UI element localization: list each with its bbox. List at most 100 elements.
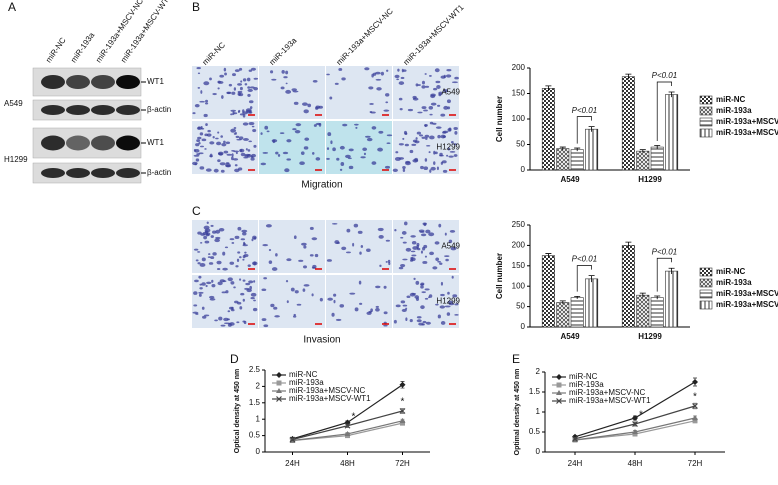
cell [359, 251, 362, 255]
cell [303, 265, 307, 269]
cell [198, 275, 202, 279]
cell [405, 160, 411, 164]
legend-label: miR-NC [716, 267, 746, 276]
cell [293, 101, 299, 105]
bar [585, 278, 599, 328]
cell [409, 149, 414, 154]
cell [275, 151, 279, 155]
cell [223, 150, 229, 154]
legend-swatch [699, 95, 713, 105]
cell [375, 71, 381, 75]
cell [346, 228, 351, 233]
cell [246, 77, 251, 82]
cell [412, 158, 419, 163]
cell [392, 168, 398, 172]
cell [421, 136, 426, 139]
cell [217, 281, 223, 286]
cell [248, 121, 255, 126]
cell [425, 85, 430, 88]
cell [229, 306, 234, 310]
cell [439, 262, 443, 265]
legend-label: miR-193a [569, 380, 604, 389]
cell [423, 166, 429, 171]
cell [224, 72, 227, 76]
panel-letter: D [230, 352, 239, 366]
cell [210, 256, 215, 260]
cell [199, 145, 204, 148]
cell [251, 238, 254, 242]
cell [198, 291, 204, 294]
cell [204, 228, 211, 233]
cell [251, 125, 255, 128]
cell [421, 80, 425, 85]
cell [249, 106, 253, 109]
cell [403, 130, 408, 135]
micrograph [326, 66, 392, 119]
cell [416, 131, 422, 135]
annotation: * [401, 397, 405, 408]
blot-band [91, 135, 115, 151]
cell [239, 86, 243, 91]
cell [292, 128, 297, 131]
legend-swatch [699, 128, 713, 138]
cell [242, 122, 249, 126]
cell [429, 121, 434, 125]
cell [421, 106, 427, 110]
cell [402, 137, 405, 140]
cell [248, 140, 252, 143]
micrograph [192, 121, 258, 174]
cell [330, 140, 333, 145]
cell [265, 224, 272, 228]
legend-label: miR-193a [289, 378, 324, 387]
cell [326, 73, 330, 76]
cell [240, 80, 243, 83]
cell [205, 123, 208, 127]
cell [225, 163, 231, 168]
error-bar [654, 145, 661, 149]
x-tick-label: A549 [560, 175, 580, 184]
cell [232, 111, 235, 116]
cell [420, 165, 424, 170]
cell [420, 282, 425, 285]
cell [292, 315, 297, 318]
y-tick-label: 200 [512, 241, 526, 250]
cell [210, 224, 214, 227]
cell [448, 239, 453, 244]
cell [247, 264, 251, 267]
cell [212, 135, 215, 139]
micrograph [259, 220, 325, 273]
cell [199, 100, 205, 103]
cell [376, 87, 382, 91]
cell [416, 319, 422, 323]
cell [205, 168, 212, 172]
cell [397, 68, 400, 72]
cell [294, 290, 299, 294]
cell [244, 83, 248, 86]
cell [415, 297, 420, 301]
cell [345, 251, 351, 254]
cell [263, 277, 268, 280]
cell [232, 73, 236, 77]
cell [438, 223, 442, 228]
cell [242, 244, 248, 247]
legend-label: miR-NC [289, 370, 318, 379]
cell [433, 161, 436, 166]
cell [441, 160, 447, 164]
cell [312, 79, 318, 83]
legend-label: miR-193a [716, 278, 752, 287]
cell [402, 69, 407, 72]
cell [443, 89, 449, 93]
cell [440, 113, 446, 117]
cell [245, 148, 248, 151]
cell [377, 227, 384, 232]
error-bar [625, 241, 632, 249]
cell [303, 245, 307, 249]
cell [360, 156, 366, 159]
cell [421, 291, 426, 294]
cell [429, 169, 432, 173]
cell [240, 292, 245, 296]
cell [193, 149, 196, 152]
cell [447, 300, 454, 305]
cell [271, 267, 278, 271]
cell [242, 254, 246, 259]
